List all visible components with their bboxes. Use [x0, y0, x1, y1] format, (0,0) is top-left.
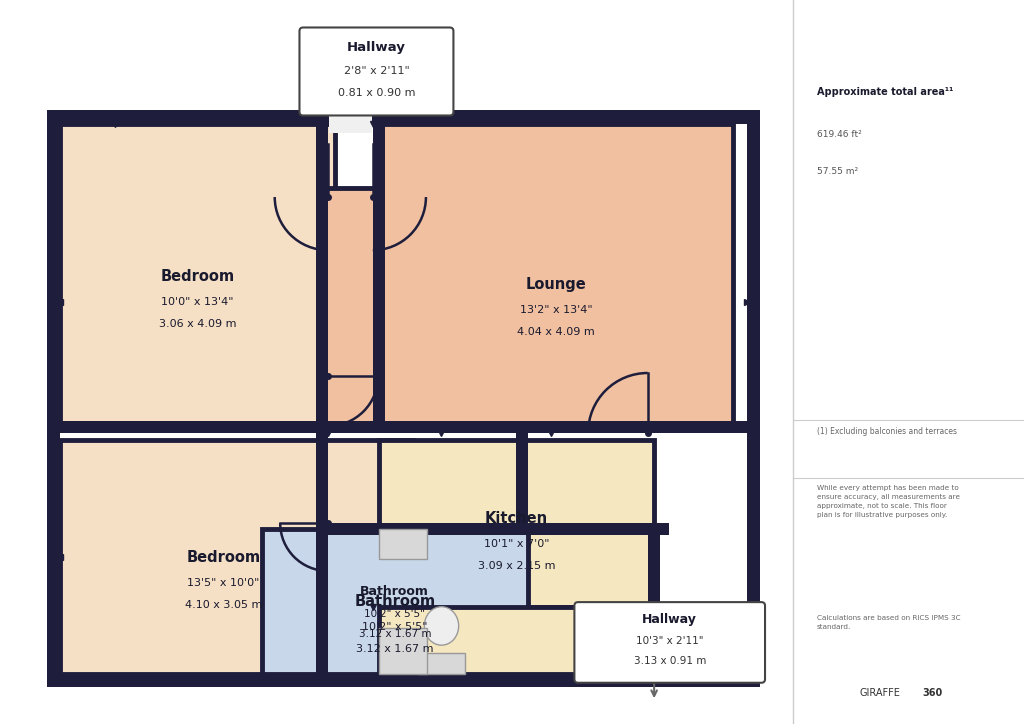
FancyBboxPatch shape: [299, 28, 454, 115]
Bar: [316, 421, 328, 687]
Text: 13'5" x 10'0": 13'5" x 10'0": [187, 578, 260, 588]
Text: Bedroom: Bedroom: [186, 550, 260, 565]
Bar: [329, 110, 372, 133]
Text: Bedroom: Bedroom: [161, 269, 234, 285]
Text: 13'2" x 13'4": 13'2" x 13'4": [520, 305, 593, 315]
Bar: [46, 110, 761, 124]
Text: 3.12 x 1.67 m: 3.12 x 1.67 m: [358, 629, 431, 639]
Text: GIRAFFE: GIRAFFE: [859, 688, 900, 698]
Text: Calculations are based on RICS IPMS 3C
standard.: Calculations are based on RICS IPMS 3C s…: [817, 615, 961, 631]
Text: 10'1" x 7'0": 10'1" x 7'0": [484, 539, 550, 550]
Text: 4.10 x 3.05 m: 4.10 x 3.05 m: [184, 600, 262, 610]
Bar: [605, 628, 651, 673]
Text: 3.09 x 2.15 m: 3.09 x 2.15 m: [478, 561, 555, 571]
Bar: [379, 529, 427, 559]
Text: Approximate total area¹¹: Approximate total area¹¹: [817, 87, 953, 97]
Bar: [746, 110, 761, 687]
Text: 2'8" x 2'11": 2'8" x 2'11": [344, 67, 410, 77]
Bar: [516, 421, 527, 535]
Text: Lounge: Lounge: [525, 277, 587, 292]
Bar: [60, 124, 335, 426]
Ellipse shape: [424, 607, 459, 645]
Bar: [379, 607, 654, 673]
Text: 4.04 x 4.09 m: 4.04 x 4.09 m: [517, 327, 595, 337]
Bar: [46, 673, 761, 687]
Text: 57.55 m²: 57.55 m²: [817, 167, 858, 175]
Bar: [316, 523, 669, 535]
Text: 0.81 x 0.90 m: 0.81 x 0.90 m: [338, 88, 415, 98]
Text: 3.06 x 4.09 m: 3.06 x 4.09 m: [159, 319, 237, 329]
Text: 3.13 x 0.91 m: 3.13 x 0.91 m: [634, 656, 706, 666]
Text: Hallway: Hallway: [347, 41, 406, 54]
Text: Kitchen: Kitchen: [485, 511, 548, 526]
Bar: [316, 124, 328, 432]
Bar: [379, 628, 427, 673]
Text: 619.46 ft²: 619.46 ft²: [817, 130, 861, 139]
Text: While every attempt has been made to
ensure accuracy, all measurements are
appro: While every attempt has been made to ens…: [817, 485, 959, 518]
Text: 360: 360: [923, 688, 943, 698]
Bar: [379, 440, 654, 607]
Text: (1) Excluding balconies and terraces: (1) Excluding balconies and terraces: [817, 427, 956, 436]
Text: Hallway: Hallway: [642, 613, 697, 626]
Text: 10'2" x 5'5": 10'2" x 5'5": [365, 609, 425, 619]
Bar: [648, 523, 659, 687]
Text: 10'3" x 2'11": 10'3" x 2'11": [636, 636, 703, 646]
Bar: [329, 110, 372, 124]
Text: 10'0" x 13'4": 10'0" x 13'4": [162, 298, 234, 308]
Text: 10'2" x 5'5": 10'2" x 5'5": [362, 622, 428, 632]
Bar: [262, 529, 527, 673]
FancyBboxPatch shape: [574, 602, 765, 683]
Bar: [60, 440, 413, 673]
Text: Bathroom: Bathroom: [360, 584, 429, 597]
Bar: [379, 124, 733, 426]
Text: Bathroom: Bathroom: [354, 594, 435, 609]
Text: 3.12 x 1.67 m: 3.12 x 1.67 m: [356, 644, 433, 654]
Bar: [373, 124, 385, 432]
Bar: [418, 654, 465, 673]
Bar: [46, 110, 60, 687]
Bar: [46, 421, 761, 432]
Bar: [322, 188, 379, 426]
